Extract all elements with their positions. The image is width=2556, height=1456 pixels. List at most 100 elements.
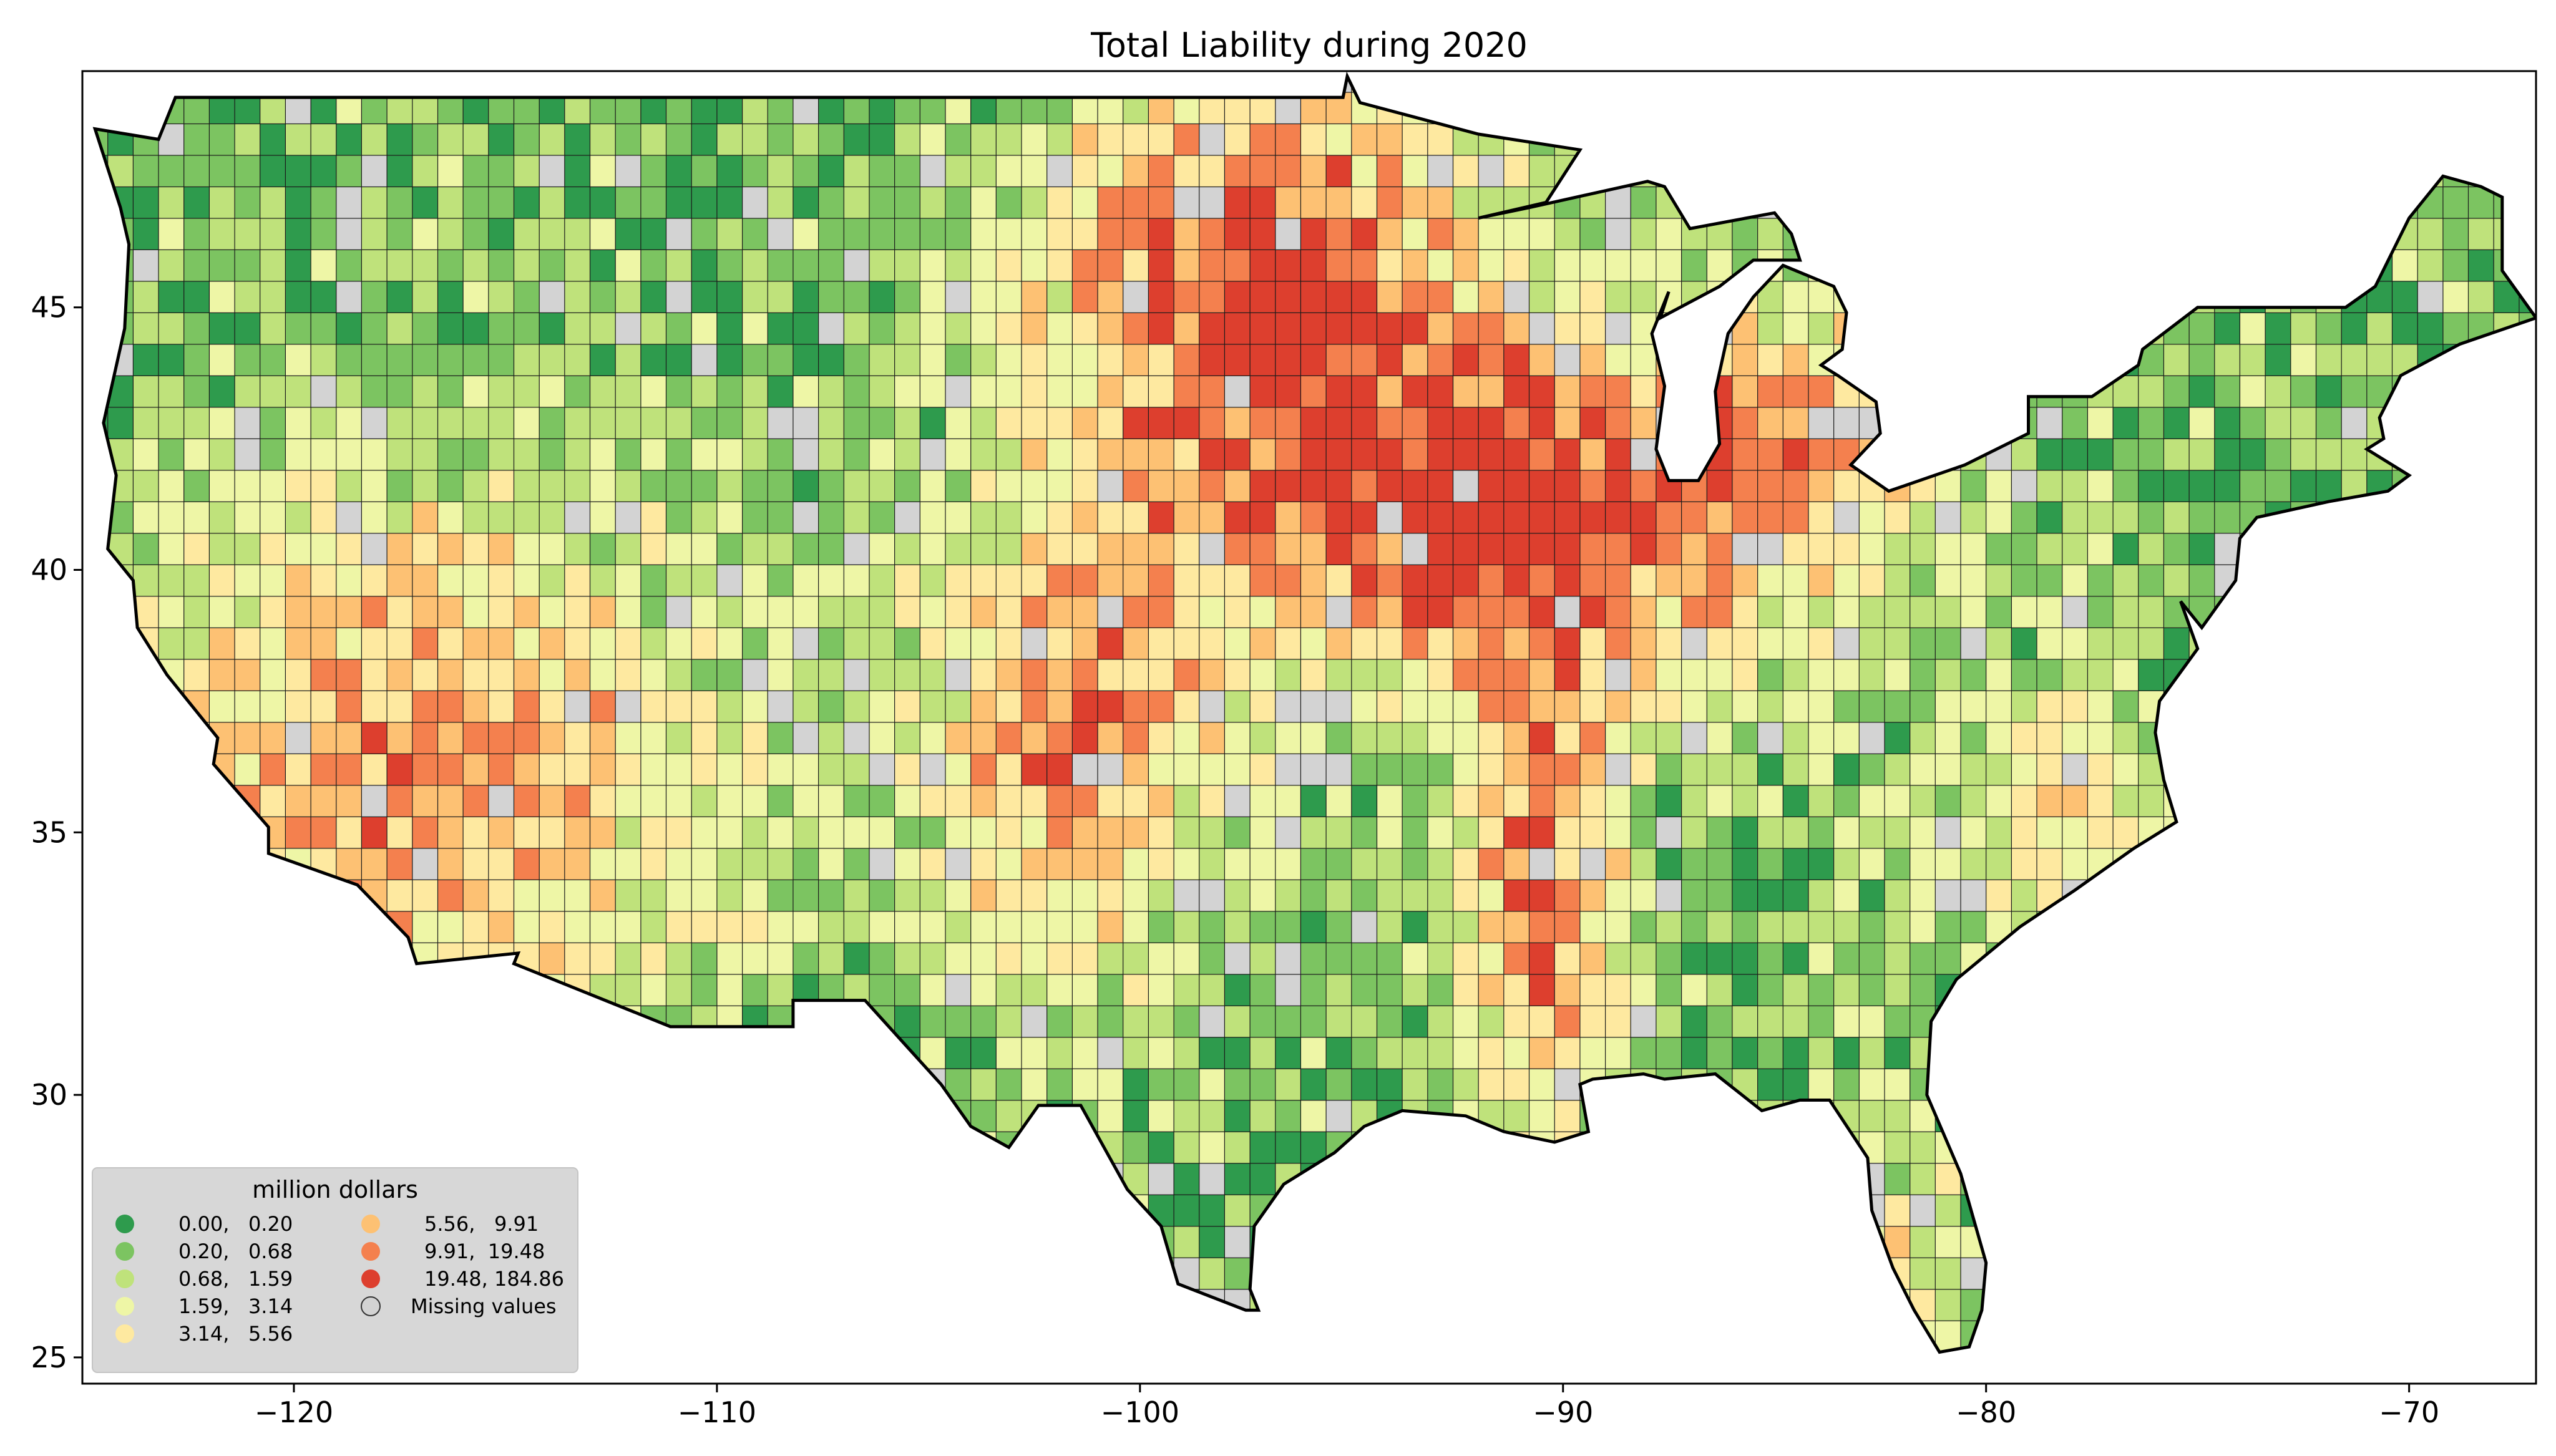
county-cell — [539, 595, 565, 628]
county-cell — [1351, 469, 1378, 502]
county-cell — [869, 942, 895, 975]
county-cell — [1478, 155, 1505, 188]
county-cell — [183, 281, 210, 314]
county-cell — [2545, 722, 2556, 754]
county-cell — [1808, 658, 1835, 691]
county-cell — [640, 784, 667, 817]
county-cell — [1579, 721, 1606, 754]
county-cell — [1402, 847, 1428, 880]
county-cell — [2391, 312, 2419, 345]
county-cell — [488, 627, 515, 660]
county-cell — [336, 186, 363, 219]
county-cell — [1782, 595, 1809, 628]
county-cell — [1757, 312, 1784, 345]
county-cell — [1275, 312, 1302, 345]
county-cell — [132, 501, 159, 534]
county-cell — [1249, 721, 1276, 754]
county-cell — [1757, 1068, 1784, 1101]
county-cell — [1478, 753, 1505, 786]
county-cell — [2214, 406, 2241, 439]
county-cell — [1934, 910, 1961, 943]
county-cell — [1656, 595, 1682, 628]
county-cell — [1833, 784, 1860, 817]
county-cell — [716, 847, 743, 880]
county-cell — [1148, 1036, 1175, 1069]
county-cell — [843, 816, 870, 849]
county-cell — [1579, 343, 1606, 376]
county-cell — [1300, 1005, 1327, 1038]
county-cell — [589, 595, 617, 628]
county-cell — [336, 753, 363, 786]
county-cell — [2545, 187, 2556, 218]
county-cell — [1351, 1068, 1378, 1101]
county-cell — [1123, 375, 1149, 408]
county-cell — [2112, 658, 2139, 691]
county-cell — [1884, 627, 1911, 660]
county-cell — [615, 564, 641, 597]
county-cell — [1808, 564, 1835, 597]
county-cell — [310, 186, 337, 219]
county-cell — [310, 438, 337, 471]
county-cell — [1376, 312, 1403, 345]
county-cell — [183, 532, 210, 565]
county-cell — [1046, 186, 1073, 219]
county-cell — [132, 155, 159, 188]
county-cell — [1275, 816, 1302, 849]
county-cell — [260, 532, 286, 565]
county-cell — [589, 469, 617, 502]
county-cell — [1630, 186, 1657, 219]
county-cell — [995, 627, 1022, 660]
county-cell — [945, 753, 972, 786]
county-cell — [2545, 848, 2556, 880]
county-cell — [1782, 879, 1809, 912]
county-cell — [1833, 564, 1860, 597]
county-cell — [462, 281, 489, 314]
county-cell — [1376, 281, 1403, 314]
county-cell — [1478, 910, 1505, 943]
county-cell — [1249, 218, 1276, 251]
county-cell — [462, 249, 489, 282]
county-cell — [1706, 1036, 1733, 1069]
county-cell — [1427, 469, 1454, 502]
county-cell — [1579, 942, 1606, 975]
county-cell — [1528, 942, 1556, 975]
county-cell — [2112, 595, 2139, 628]
county-cell — [1910, 595, 1936, 628]
county-cell — [1528, 784, 1556, 817]
county-cell — [285, 690, 311, 723]
county-cell — [1452, 973, 1480, 1006]
county-cell — [1071, 312, 1099, 345]
county-cell — [1554, 658, 1581, 691]
county-cell — [1427, 784, 1454, 817]
county-cell — [1960, 910, 1987, 943]
county-cell — [539, 721, 565, 754]
county-cell — [1402, 501, 1428, 534]
county-cell — [919, 469, 946, 502]
county-cell — [310, 375, 337, 408]
county-cell — [1224, 406, 1251, 439]
county-cell — [2214, 469, 2241, 502]
county-cell — [1706, 690, 1733, 723]
county-cell — [1605, 690, 1632, 723]
county-cell — [1123, 753, 1149, 786]
county-cell — [869, 564, 895, 597]
county-cell — [741, 690, 769, 723]
county-cell — [1148, 186, 1175, 219]
county-cell — [158, 595, 185, 628]
county-cell — [1757, 753, 1784, 786]
county-cell — [1452, 627, 1480, 660]
county-cell — [234, 753, 261, 786]
county-cell — [1656, 1036, 1682, 1069]
county-cell — [1630, 406, 1657, 439]
county-cell — [843, 186, 870, 219]
county-cell — [1858, 816, 1885, 849]
county-cell — [1681, 249, 1708, 282]
county-cell — [640, 438, 667, 471]
county-cell — [1097, 281, 1124, 314]
county-cell — [1757, 595, 1784, 628]
county-cell — [970, 406, 997, 439]
county-cell — [1427, 532, 1454, 565]
county-cell — [741, 595, 769, 628]
county-cell — [1706, 753, 1733, 786]
county-cell — [1884, 658, 1911, 691]
